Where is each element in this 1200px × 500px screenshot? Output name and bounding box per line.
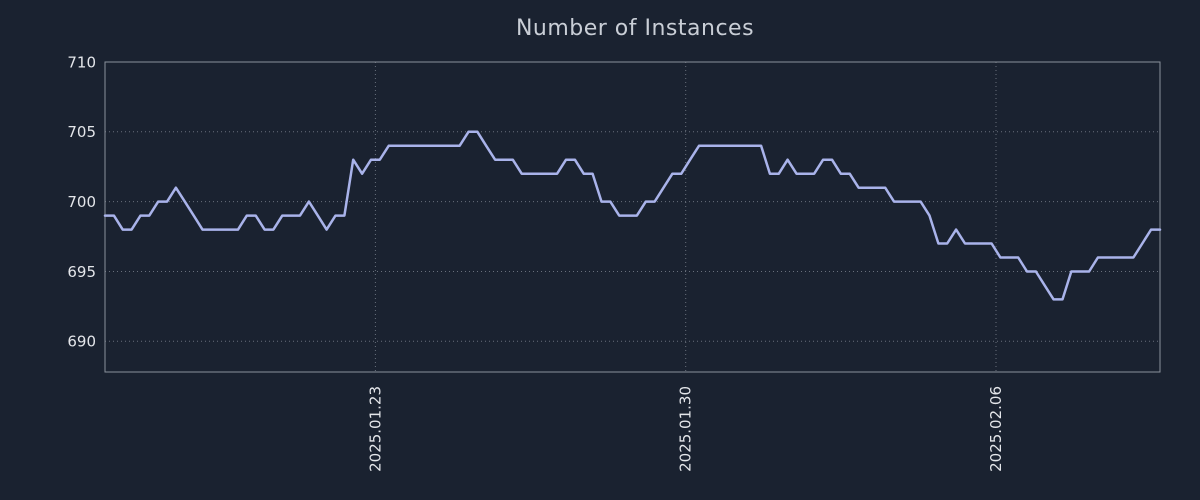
x-tick-label: 2025.01.23 bbox=[366, 386, 384, 472]
plot-border bbox=[104, 61, 1161, 373]
x-tick-label: 2025.01.30 bbox=[677, 386, 695, 472]
chart-title: Number of Instances bbox=[515, 16, 755, 41]
y-tick-label: 690 bbox=[67, 333, 96, 351]
y-tick-label: 710 bbox=[67, 53, 96, 71]
x-tick-label: 2025.02.06 bbox=[987, 386, 1005, 472]
y-tick-label: 705 bbox=[67, 123, 96, 141]
y-tick-label: 700 bbox=[67, 193, 96, 211]
y-tick-label: 695 bbox=[67, 263, 96, 281]
data-line bbox=[103, 130, 1162, 301]
